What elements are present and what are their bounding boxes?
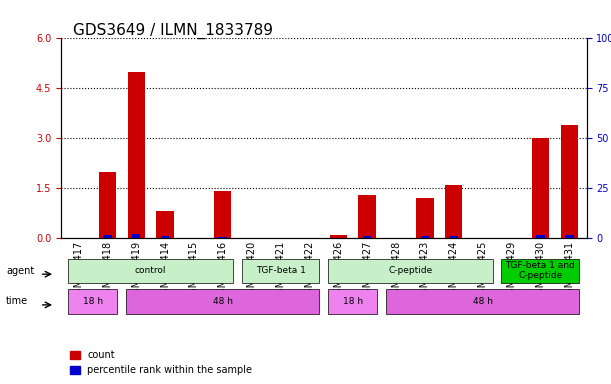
FancyBboxPatch shape	[126, 290, 320, 313]
Text: time: time	[6, 296, 28, 306]
Bar	[416, 198, 434, 238]
Text: 48 h: 48 h	[213, 297, 233, 306]
FancyBboxPatch shape	[241, 259, 320, 283]
Bar	[214, 192, 232, 238]
Text: 48 h: 48 h	[473, 297, 492, 306]
Text: 18 h: 18 h	[83, 297, 103, 306]
Bar	[161, 237, 169, 238]
Text: TGF-beta 1: TGF-beta 1	[255, 266, 306, 275]
Bar	[132, 235, 141, 238]
FancyBboxPatch shape	[68, 259, 233, 283]
FancyBboxPatch shape	[68, 290, 117, 313]
Text: GDS3649 / ILMN_1833789: GDS3649 / ILMN_1833789	[73, 23, 273, 39]
Bar	[156, 212, 174, 238]
Bar	[445, 185, 463, 238]
Bar	[565, 235, 574, 238]
FancyBboxPatch shape	[328, 259, 492, 283]
Bar	[128, 72, 145, 238]
FancyBboxPatch shape	[502, 259, 579, 283]
Text: control: control	[135, 266, 166, 275]
Bar	[329, 235, 347, 238]
FancyBboxPatch shape	[328, 290, 377, 313]
Bar	[103, 235, 112, 238]
Bar	[420, 237, 429, 238]
Text: TGF-beta 1 and
C-peptide: TGF-beta 1 and C-peptide	[505, 261, 575, 280]
Bar	[532, 138, 549, 238]
Bar	[359, 195, 376, 238]
Bar	[560, 125, 578, 238]
Bar	[363, 237, 371, 238]
Bar	[536, 235, 544, 238]
Text: C-peptide: C-peptide	[389, 266, 433, 275]
Text: agent: agent	[6, 266, 34, 276]
Text: 18 h: 18 h	[343, 297, 363, 306]
Bar	[450, 236, 458, 238]
Bar	[98, 172, 116, 238]
FancyBboxPatch shape	[386, 290, 579, 313]
Bar	[219, 237, 227, 238]
Legend: count, percentile rank within the sample: count, percentile rank within the sample	[66, 346, 256, 379]
